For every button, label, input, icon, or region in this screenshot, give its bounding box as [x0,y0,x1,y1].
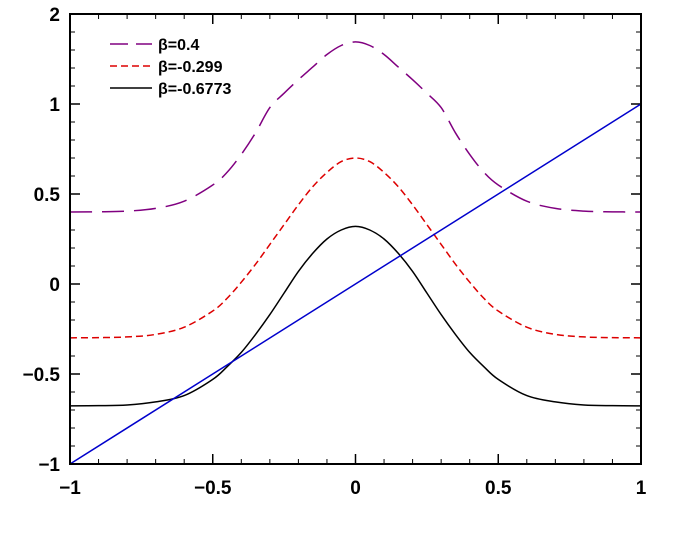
x-tick-label: 0 [350,478,361,499]
plot-frame [69,13,642,465]
y-tick-label: 2 [49,5,60,26]
x-tick-label: 0.5 [485,478,512,499]
series-line [70,225,641,407]
legend-label: β=-0.299 [158,59,223,76]
y-tick-label: 0 [49,275,60,296]
legend: β=0.4 β=-0.299 β=-0.6773 [110,37,231,98]
y-tick-labels: −1 −0.5 0 0.5 1 2 [22,5,60,476]
x-tick-label: −0.5 [194,478,232,499]
minor-ticks [69,13,642,465]
series-line [70,103,641,464]
series-line [70,157,641,339]
y-tick-label: −0.5 [22,365,60,386]
legend-label: β=0.4 [158,37,199,54]
curves [70,41,641,464]
legend-label: β=-0.6773 [158,81,231,98]
y-tick-label: 1 [49,95,60,116]
y-tick-label: 0.5 [34,185,61,206]
x-tick-label: −1 [59,478,81,499]
x-tick-labels: −1 −0.5 0 0.5 1 [59,478,647,499]
y-tick-label: −1 [38,455,60,476]
series-line [70,41,641,213]
x-tick-label: 1 [636,478,647,499]
major-ticks [69,13,642,465]
